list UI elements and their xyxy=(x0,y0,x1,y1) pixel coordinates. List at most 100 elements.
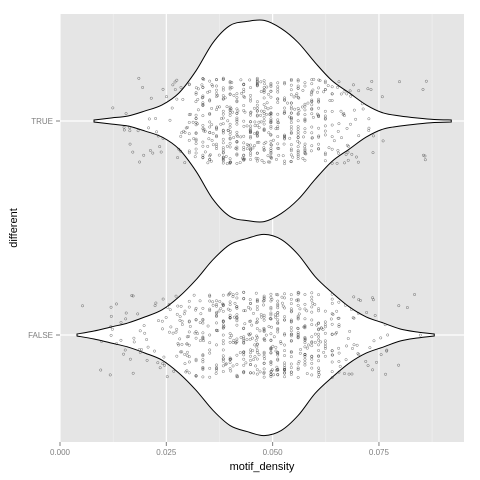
data-point xyxy=(330,349,334,353)
data-point xyxy=(186,350,189,354)
data-point xyxy=(312,77,316,81)
data-point xyxy=(262,352,266,356)
data-point xyxy=(109,305,113,309)
data-point xyxy=(322,350,326,354)
data-point xyxy=(303,317,307,321)
data-point xyxy=(247,305,250,309)
data-point xyxy=(350,372,354,376)
data-point xyxy=(262,161,266,164)
data-point xyxy=(283,306,286,310)
data-point xyxy=(317,359,320,363)
data-point xyxy=(275,158,278,161)
data-point xyxy=(301,156,305,160)
data-point xyxy=(337,370,341,374)
data-point xyxy=(323,109,327,113)
data-point xyxy=(323,323,327,327)
data-point xyxy=(228,336,232,340)
data-point xyxy=(215,108,218,112)
data-point xyxy=(330,135,334,139)
data-point xyxy=(317,321,320,325)
data-point xyxy=(265,85,269,89)
data-point xyxy=(215,92,218,96)
data-point xyxy=(352,343,356,347)
data-point xyxy=(335,309,339,313)
data-point xyxy=(208,98,212,102)
data-point xyxy=(257,120,261,124)
data-point xyxy=(255,130,259,134)
data-point xyxy=(174,330,178,334)
data-point xyxy=(274,127,278,131)
data-point xyxy=(303,355,307,358)
data-point xyxy=(228,87,232,91)
data-point xyxy=(201,336,205,340)
data-point xyxy=(242,297,246,301)
data-point xyxy=(306,101,310,105)
data-point xyxy=(154,117,157,120)
data-point xyxy=(289,318,293,322)
data-point xyxy=(339,92,343,96)
data-point xyxy=(283,135,286,138)
data-point xyxy=(173,80,177,84)
data-point xyxy=(249,129,252,133)
data-point xyxy=(235,119,239,123)
data-point xyxy=(208,341,212,345)
data-point xyxy=(303,326,307,330)
data-point xyxy=(258,370,262,374)
data-point xyxy=(276,299,280,303)
data-point xyxy=(289,293,293,297)
data-point xyxy=(423,154,427,158)
data-point xyxy=(371,151,375,155)
data-point xyxy=(194,91,198,95)
data-point xyxy=(225,162,229,166)
data-point xyxy=(187,132,191,136)
data-point xyxy=(317,328,320,332)
data-point xyxy=(296,316,300,320)
data-point xyxy=(259,313,263,317)
data-point xyxy=(138,329,142,333)
data-point xyxy=(296,314,300,318)
data-point xyxy=(179,149,183,153)
data-point xyxy=(215,311,218,315)
data-point xyxy=(282,111,286,115)
data-point xyxy=(262,375,266,379)
data-point xyxy=(269,85,273,88)
data-point xyxy=(349,122,352,126)
data-point xyxy=(262,142,266,146)
data-point xyxy=(178,318,182,322)
data-point xyxy=(257,126,261,129)
data-point xyxy=(296,136,300,140)
data-point xyxy=(303,127,307,131)
data-point xyxy=(177,147,181,151)
data-point xyxy=(221,302,225,306)
data-point xyxy=(269,117,273,121)
data-point xyxy=(228,157,232,161)
data-point xyxy=(201,321,205,325)
data-point xyxy=(228,114,232,117)
data-point xyxy=(253,106,256,110)
data-point xyxy=(269,106,273,110)
data-point xyxy=(269,317,273,321)
data-point xyxy=(283,98,286,102)
data-point xyxy=(323,133,327,137)
data-point xyxy=(269,143,273,147)
data-point xyxy=(317,375,320,379)
data-point xyxy=(220,117,223,120)
data-point xyxy=(208,307,212,311)
data-point xyxy=(281,154,285,158)
data-point xyxy=(124,311,128,315)
data-point xyxy=(171,83,175,87)
data-point xyxy=(249,351,252,355)
data-point xyxy=(317,335,320,339)
data-point xyxy=(187,299,191,303)
data-point xyxy=(259,113,262,117)
data-point xyxy=(367,126,371,130)
data-point xyxy=(132,340,136,344)
data-point xyxy=(201,95,205,99)
data-point xyxy=(283,292,286,296)
data-point xyxy=(245,147,249,151)
data-point xyxy=(221,141,225,145)
data-point xyxy=(262,129,266,133)
data-point xyxy=(248,128,252,132)
data-point xyxy=(317,142,320,146)
data-point xyxy=(296,145,300,149)
